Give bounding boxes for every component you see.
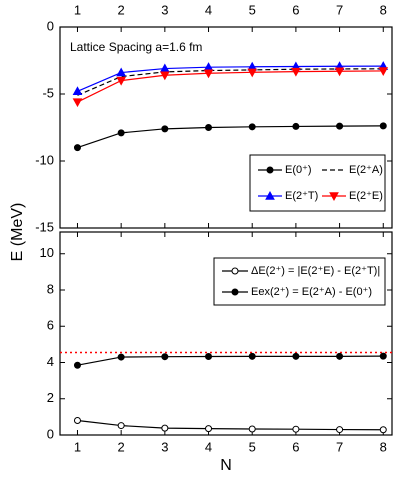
x-tick-label: 1 [74,439,81,454]
marker [247,68,258,78]
marker [334,67,345,77]
marker [379,352,387,360]
marker [73,417,81,424]
series-line [77,355,384,366]
marker [205,425,213,433]
x-tick-label: 2 [118,439,125,454]
marker [161,353,169,361]
marker [231,267,239,275]
marker [72,98,83,108]
y-tick-label: 2 [47,390,54,405]
legend-label: E(2⁺E) [349,190,383,202]
series-line [77,70,384,103]
marker [266,166,274,174]
x-tick-label: 8 [380,439,387,454]
marker [117,129,125,137]
marker [72,86,83,96]
y-tick-label: -15 [35,219,54,234]
marker [336,426,344,434]
series-line [77,125,384,149]
legend-label: ΔE(2⁺) = |E(2⁺E) - E(2⁺T)| [251,265,380,277]
x-tick-label-top: 8 [380,2,387,17]
legend-box [213,257,386,306]
marker [117,422,125,430]
marker [291,67,301,77]
legend: E(0⁺) E(2⁺A) E(2⁺T) E(2⁺E) [249,154,386,212]
y-tick-label: 4 [47,354,54,369]
marker [248,352,256,360]
legend-box [249,154,386,212]
marker [231,288,239,296]
marker [292,425,300,433]
marker [73,144,81,152]
x-tick-label-top: 5 [249,2,256,17]
legend-label: E(2⁺A) [349,164,383,176]
x-tick-label: 7 [336,439,343,454]
legend-label: Eex(2⁺) = E(2⁺A) - E(0⁺) [251,286,372,298]
marker [203,69,214,79]
series-line [77,65,384,92]
marker [248,425,256,433]
marker [292,352,300,360]
marker [159,71,170,81]
x-tick-label-top: 4 [205,2,212,17]
marker [116,76,127,86]
legend: ΔE(2⁺) = |E(2⁺E) - E(2⁺T)| Eex(2⁺) = E(2⁺… [213,257,386,306]
x-tick-label-top: 6 [292,2,299,17]
x-tick-label: 5 [249,439,256,454]
legend-label: E(2⁺T) [285,190,318,202]
y-tick-label: -10 [35,152,54,167]
marker [329,192,339,202]
marker [117,353,125,361]
marker [379,122,387,130]
plot-frame [59,231,393,436]
y-tick-label: 0 [47,18,54,33]
x-axis-label: N [220,457,232,474]
annotation: Lattice Spacing a=1.6 fm [70,40,202,54]
marker [161,125,169,133]
y-tick-label: 6 [47,318,54,333]
marker [378,67,389,76]
x-tick-label: 6 [292,439,299,454]
marker [116,67,127,77]
y-tick-label: 10 [40,245,54,260]
y-tick-label: 0 [47,426,54,441]
marker [336,352,344,360]
series-line [77,68,384,96]
legend-label: E(0⁺) [285,164,312,176]
x-tick-label-top: 2 [118,2,125,17]
plot-frame [59,26,393,229]
x-tick-label: 3 [161,439,168,454]
marker [205,124,213,131]
marker [73,361,81,369]
x-tick-label-top: 7 [336,2,343,17]
y-axis-label: E (MeV) [9,203,26,262]
x-tick-label-top: 3 [161,2,168,17]
marker [379,426,387,434]
x-tick-label: 4 [205,439,212,454]
marker [265,190,275,200]
series-line [77,419,384,431]
y-tick-label: 8 [47,281,54,296]
marker [336,122,344,130]
x-tick-label-top: 1 [74,2,81,17]
marker [292,122,300,130]
marker [205,353,213,361]
marker [248,123,256,131]
marker [161,424,169,432]
y-tick-label: -5 [42,85,54,100]
